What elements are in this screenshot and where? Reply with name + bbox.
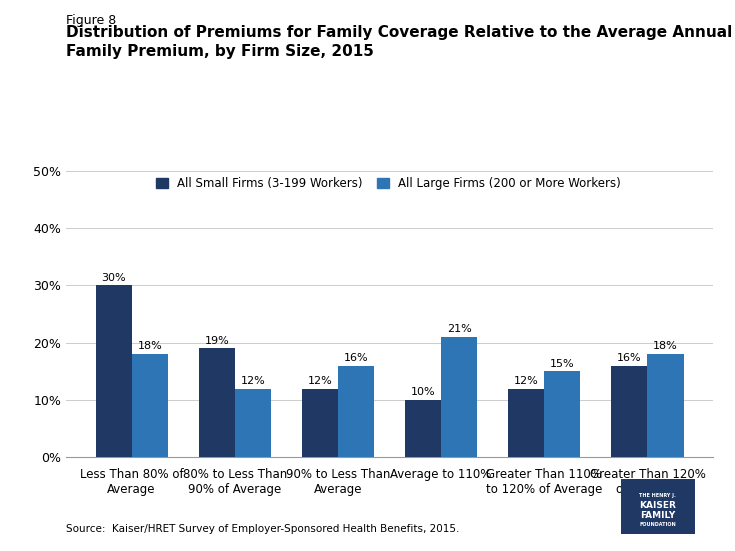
Bar [96, 285, 132, 457]
Text: 21%: 21% [447, 324, 472, 334]
Text: 19%: 19% [204, 336, 229, 345]
Text: Distribution of Premiums for Family Coverage Relative to the Average Annual
Fami: Distribution of Premiums for Family Cove… [66, 25, 732, 59]
Bar [338, 366, 374, 457]
Bar [132, 354, 168, 457]
Text: 30%: 30% [101, 273, 126, 283]
Text: 16%: 16% [344, 353, 368, 363]
Text: THE HENRY J.: THE HENRY J. [639, 493, 676, 499]
Text: FOUNDATION: FOUNDATION [639, 522, 676, 527]
Text: 15%: 15% [550, 359, 575, 369]
Legend: All Small Firms (3-199 Workers), All Large Firms (200 or More Workers): All Small Firms (3-199 Workers), All Lar… [156, 177, 621, 190]
Text: 12%: 12% [514, 376, 539, 386]
Bar [198, 348, 234, 457]
Text: Figure 8: Figure 8 [66, 14, 116, 27]
Bar [302, 388, 338, 457]
Bar [508, 388, 545, 457]
Bar [648, 354, 684, 457]
Bar [405, 400, 441, 457]
Bar [234, 388, 271, 457]
Text: KAISER: KAISER [639, 501, 676, 510]
Text: Source:  Kaiser/HRET Survey of Employer-Sponsored Health Benefits, 2015.: Source: Kaiser/HRET Survey of Employer-S… [66, 525, 459, 534]
Text: 18%: 18% [137, 341, 162, 352]
Bar [441, 337, 477, 457]
Text: 10%: 10% [411, 387, 435, 397]
Text: 18%: 18% [653, 341, 678, 352]
Text: 12%: 12% [240, 376, 265, 386]
Text: 12%: 12% [307, 376, 332, 386]
Text: 16%: 16% [617, 353, 642, 363]
Bar [612, 366, 648, 457]
Text: FAMILY: FAMILY [640, 511, 675, 520]
Bar [545, 371, 581, 457]
